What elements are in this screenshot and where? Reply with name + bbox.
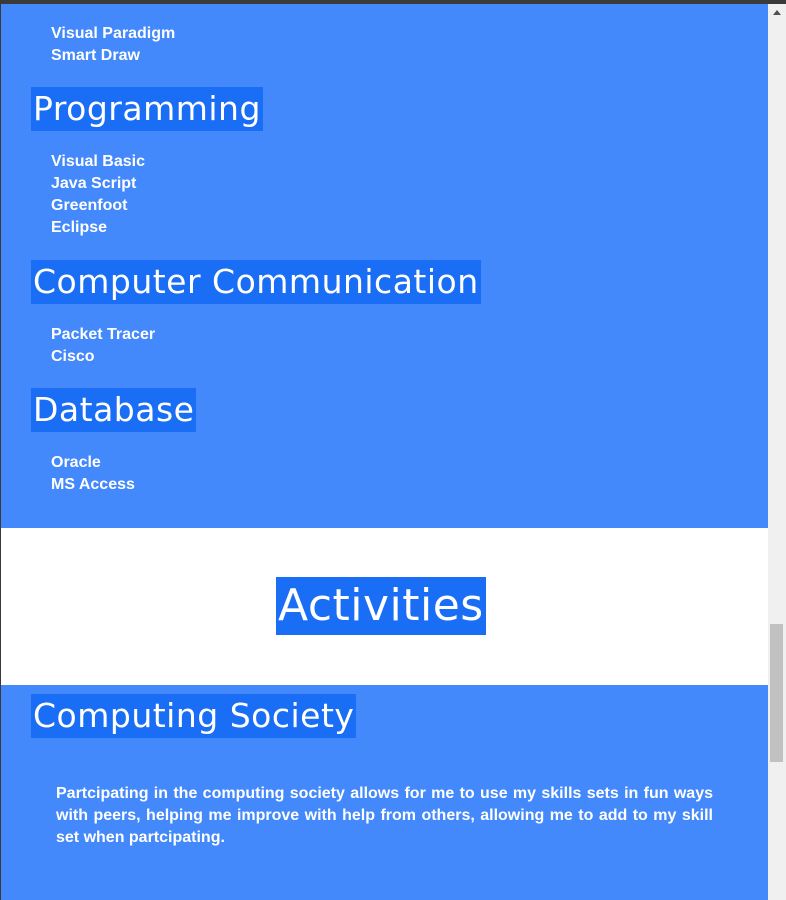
window-left-border	[0, 4, 1, 900]
computing-society-heading: Computing Society	[31, 694, 357, 738]
list-item: Visual Basic	[51, 153, 145, 170]
list-item: Visual Paradigm	[51, 25, 176, 42]
list-item: Java Script	[51, 175, 137, 192]
computer-communication-list: Packet Tracer Cisco	[51, 324, 155, 368]
activities-title: Activities	[276, 577, 486, 635]
activities-title-section: Activities	[1, 528, 768, 685]
computer-communication-heading: Computer Communication	[31, 260, 481, 304]
database-heading: Database	[31, 388, 197, 432]
page-content: Visual Paradigm Smart Draw Programming V…	[1, 0, 768, 900]
skills-section: Visual Paradigm Smart Draw Programming V…	[1, 0, 768, 528]
list-item: Packet Tracer	[51, 326, 156, 343]
programming-heading: Programming	[31, 87, 263, 131]
scroll-up-arrow-icon	[773, 10, 781, 15]
programming-list: Visual Basic Java Script Greenfoot Eclip…	[51, 151, 145, 239]
list-item: Eclipse	[51, 219, 108, 236]
list-item: Cisco	[51, 348, 95, 365]
list-item: MS Access	[51, 476, 135, 493]
vertical-scrollbar[interactable]	[768, 4, 786, 900]
list-item: Smart Draw	[51, 47, 140, 64]
computing-society-section: Computing Society Partcipating in the co…	[1, 685, 768, 900]
computing-society-description: Partcipating in the computing society al…	[56, 785, 713, 846]
design-tools-list: Visual Paradigm Smart Draw	[51, 23, 175, 67]
scroll-up-button[interactable]	[768, 4, 786, 21]
database-list: Oracle MS Access	[51, 452, 135, 496]
scrollbar-thumb[interactable]	[770, 624, 783, 762]
window-top-border	[0, 0, 786, 4]
list-item: Oracle	[51, 454, 101, 471]
list-item: Greenfoot	[51, 197, 128, 214]
